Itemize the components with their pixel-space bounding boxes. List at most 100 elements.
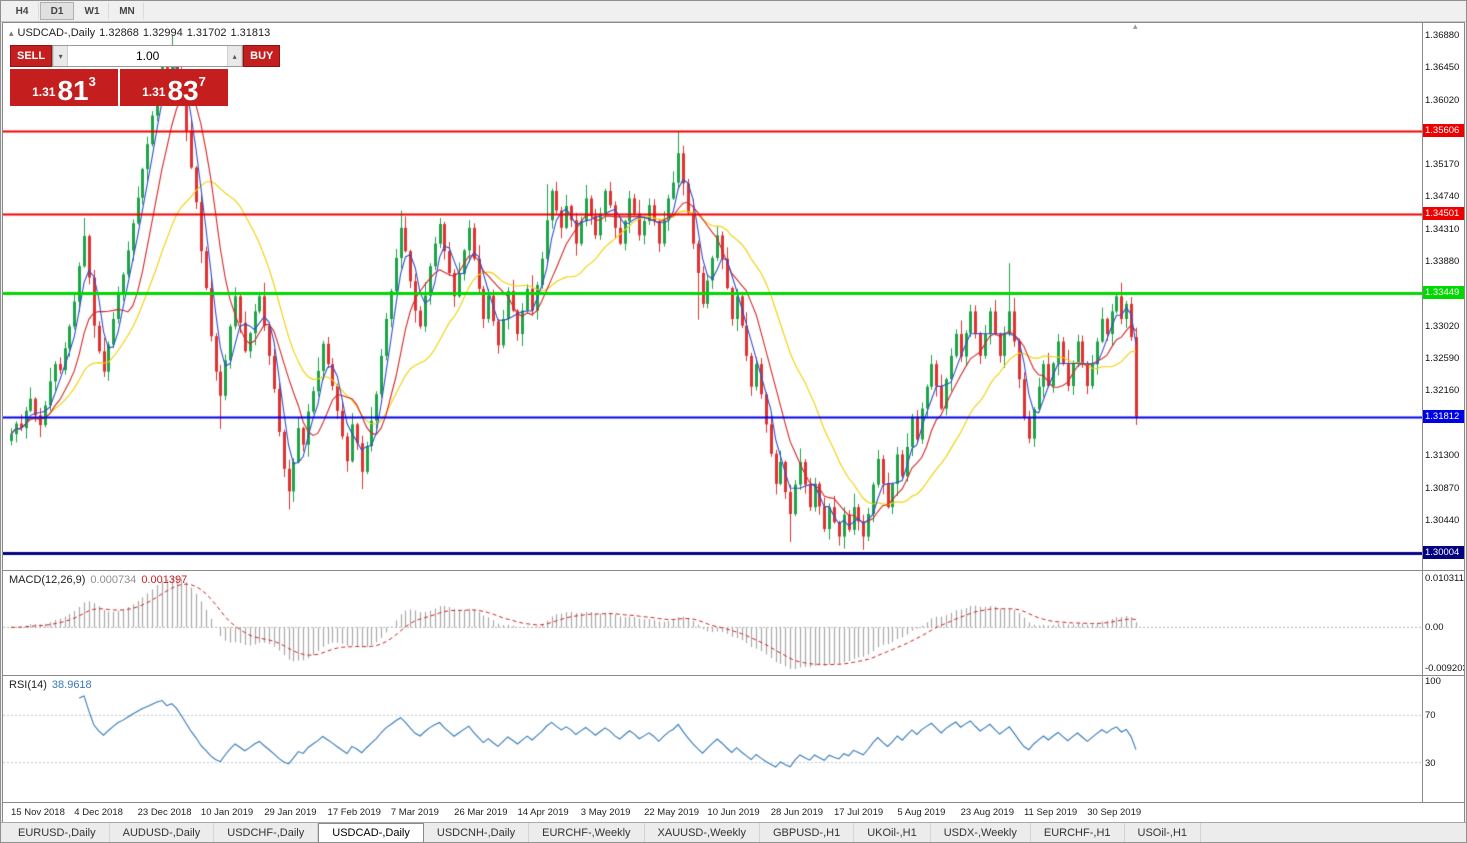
timeframe-button-w1[interactable]: W1 xyxy=(75,2,109,20)
price-line-badge: 1.35606 xyxy=(1423,123,1464,137)
macd-axis-label: 0.00 xyxy=(1425,622,1444,634)
chart-tab-xauusd-weekly[interactable]: XAUUSD-,Weekly xyxy=(645,823,760,842)
price-line-badge: 1.30004 xyxy=(1423,545,1464,559)
date-axis[interactable]: 15 Nov 2018 4 Dec 2018 23 Dec 2018 10 Jan 2… xyxy=(3,802,1464,823)
chart-tab-gbpusd-h1[interactable]: GBPUSD-,H1 xyxy=(760,823,855,842)
timeframe-button-d1[interactable]: D1 xyxy=(40,2,74,20)
macd-name: MACD(12,26,9) xyxy=(9,574,86,586)
chart-tab-audusd-daily[interactable]: AUDUSD-,Daily xyxy=(110,823,215,842)
chart-tab-eurchf-h1[interactable]: EURCHF-,H1 xyxy=(1031,823,1125,842)
price-axis-label: 1.36450 xyxy=(1425,62,1460,74)
chart-tab-usdchf-daily[interactable]: USDCHF-,Daily xyxy=(214,823,319,842)
buy-button[interactable]: BUY xyxy=(243,45,281,67)
chart-icon: ▴ xyxy=(9,28,14,38)
date-axis-label: 5 Aug 2019 xyxy=(897,807,946,818)
date-axis-label: 17 Feb 2019 xyxy=(327,807,381,818)
chart-tab-usoil-h1[interactable]: USOil-,H1 xyxy=(1125,823,1202,842)
date-axis-label: 10 Jan 2019 xyxy=(200,807,254,818)
volume-input[interactable] xyxy=(68,46,228,66)
candlestick-canvas[interactable] xyxy=(3,23,1422,570)
date-axis-label: 30 Sep 2019 xyxy=(1087,807,1142,818)
timeframe-button-mn[interactable]: MN xyxy=(110,2,144,20)
date-axis-label: 23 Aug 2019 xyxy=(960,807,1014,818)
price-axis-label: 1.36020 xyxy=(1425,94,1460,106)
bar-low-value: 1.31702 xyxy=(186,27,227,39)
price-axis-label: 1.32160 xyxy=(1425,385,1460,397)
volume-increase-button[interactable]: ▴ xyxy=(227,46,243,66)
price-chart-plot[interactable]: ▴ xyxy=(3,23,1422,570)
macd-axis-label: 0.010311 xyxy=(1425,573,1464,584)
timeframe-toolbar: H4 D1 W1 MN xyxy=(1,1,1466,22)
rsi-value: 38.9618 xyxy=(51,679,92,691)
date-axis-label: 10 Jun 2019 xyxy=(707,807,760,818)
chart-title: ▴ USDCAD-,Daily 1.32868 1.32994 1.31702 1.318… xyxy=(9,27,274,39)
rsi-canvas[interactable] xyxy=(3,676,1422,802)
chart-shift-marker-icon[interactable]: ▴ xyxy=(1132,23,1138,31)
price-axis-label: 1.30870 xyxy=(1425,482,1460,494)
price-axis-label: 1.32590 xyxy=(1425,353,1460,365)
macd-label: MACD(12,26,9) 0.000734 0.001397 xyxy=(9,574,192,586)
bid-price-prefix: 1.31 xyxy=(32,85,56,99)
price-line-badge: 1.31812 xyxy=(1423,409,1464,423)
chart-tab-usdcnh-daily[interactable]: USDCNH-,Daily xyxy=(424,823,530,842)
date-axis-label: 11 Sep 2019 xyxy=(1023,807,1078,818)
chart-tab-eurusd-daily[interactable]: EURUSD-,Daily xyxy=(5,823,110,842)
macd-indicator-panel: 0.010311 0.00 -0.009203 MACD(12,26,9) 0.000… xyxy=(3,570,1464,675)
macd-plot[interactable] xyxy=(3,571,1422,675)
macd-signal-value: 0.001397 xyxy=(141,574,188,586)
chart-tab-ukoil-h1[interactable]: UKOil-,H1 xyxy=(854,823,931,842)
chart-tab-usdcad-daily[interactable]: USDCAD-,Daily xyxy=(318,823,424,842)
date-axis-label: 26 Mar 2019 xyxy=(454,807,508,818)
ask-price-pipette: 7 xyxy=(198,74,206,89)
rsi-name: RSI(14) xyxy=(9,679,47,691)
chart-tab-usdx-weekly[interactable]: USDX-,Weekly xyxy=(931,823,1031,842)
rsi-axis-label: 30 xyxy=(1425,757,1436,769)
rsi-label: RSI(14) 38.9618 xyxy=(9,679,97,691)
price-axis-label: 1.34310 xyxy=(1425,223,1460,235)
sell-price-display[interactable]: 1.31 81 3 xyxy=(10,69,118,106)
date-axis-label: 28 Jun 2019 xyxy=(770,807,824,818)
date-axis-label: 4 Dec 2018 xyxy=(74,807,123,818)
sell-button[interactable]: SELL xyxy=(10,45,53,67)
date-axis-label: 7 Mar 2019 xyxy=(390,807,439,818)
bar-open-value: 1.32868 xyxy=(99,27,139,39)
rsi-plot[interactable] xyxy=(3,676,1422,802)
rsi-indicator-panel: 100 70 30 RSI(14) 38.9618 xyxy=(3,675,1464,802)
price-axis-label: 1.30440 xyxy=(1425,514,1460,526)
volume-decrease-button[interactable]: ▾ xyxy=(53,46,69,66)
date-axis-label: 17 Jul 2019 xyxy=(834,807,884,818)
ask-price-prefix: 1.31 xyxy=(142,85,166,99)
ask-price-big: 83 xyxy=(167,75,199,107)
bid-price-pipette: 3 xyxy=(88,74,96,89)
rsi-axis-label: 100 xyxy=(1425,676,1441,687)
date-axis-label: 23 Dec 2018 xyxy=(137,807,192,818)
price-line-badge: 1.33449 xyxy=(1423,286,1464,300)
macd-axis[interactable]: 0.010311 0.00 -0.009203 xyxy=(1422,571,1464,675)
date-axis-label: 15 Nov 2018 xyxy=(11,807,65,818)
price-axis-label: 1.33880 xyxy=(1425,255,1460,267)
chevron-down-icon: ▾ xyxy=(58,51,63,61)
rsi-axis-label: 70 xyxy=(1425,710,1436,722)
timeframe-button-h4[interactable]: H4 xyxy=(5,2,39,20)
buy-price-display[interactable]: 1.31 83 7 xyxy=(120,69,228,106)
macd-canvas[interactable] xyxy=(3,571,1422,675)
date-axis-label: 3 May 2019 xyxy=(580,807,631,818)
macd-main-value: 0.000734 xyxy=(90,574,137,586)
price-axis-label: 1.36880 xyxy=(1425,30,1460,42)
bar-high-value: 1.32994 xyxy=(142,27,183,39)
chart-tab-eurchf-weekly[interactable]: EURCHF-,Weekly xyxy=(529,823,645,842)
date-axis-label: 22 May 2019 xyxy=(644,807,700,818)
price-chart-panel: ▴ 1.36880 1.36450 1.36020 1.35170 1.34740 1.3… xyxy=(3,23,1464,570)
chart-window: ▴ 1.36880 1.36450 1.36020 1.35170 1.34740 1.3… xyxy=(2,22,1465,823)
bid-price-big: 81 xyxy=(57,75,89,107)
price-axis-label: 1.31300 xyxy=(1425,450,1460,462)
rsi-axis[interactable]: 100 70 30 xyxy=(1422,676,1464,802)
date-axis-label: 14 Apr 2019 xyxy=(517,807,569,818)
date-axis-label: 29 Jan 2019 xyxy=(264,807,317,818)
volume-spinner: ▾ ▴ xyxy=(52,45,244,67)
price-axis[interactable]: 1.36880 1.36450 1.36020 1.35170 1.34740 1.343… xyxy=(1422,23,1464,570)
bar-close-value: 1.31813 xyxy=(230,27,271,39)
macd-axis-label: -0.009203 xyxy=(1425,663,1464,674)
